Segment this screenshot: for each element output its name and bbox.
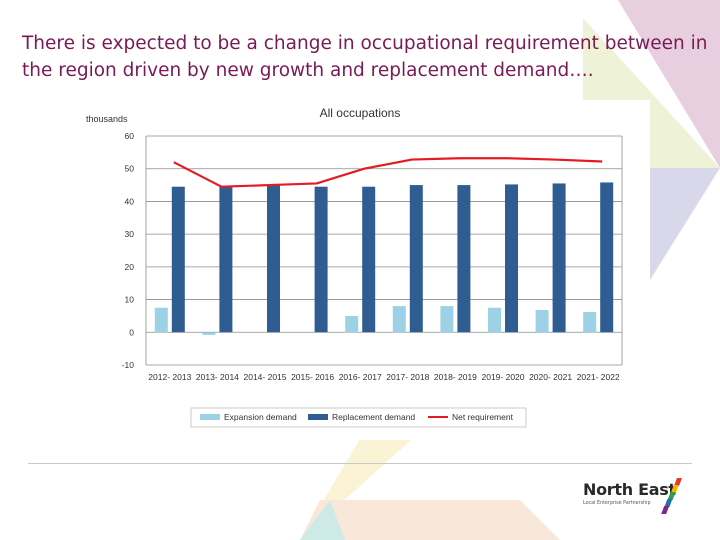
x-tick-label: 2020- 2021 <box>529 372 572 382</box>
expansion-demand-bar <box>154 307 168 333</box>
net-requirement-polyline <box>173 157 603 188</box>
replacement-demand-bar <box>505 184 518 333</box>
expansion-demand-bar <box>392 306 406 333</box>
replacement-demand-bar <box>171 186 185 333</box>
bg-peach-shape <box>300 500 560 540</box>
north-east-lep-logo: North East Local Enterprise Partnership <box>583 478 683 516</box>
expansion-demand-bar <box>345 315 359 333</box>
legend-swatch <box>200 414 220 420</box>
replacement-demand-bar <box>314 186 328 333</box>
legend-label: Replacement demand <box>332 412 415 422</box>
y-axis-label: thousands <box>86 114 128 124</box>
expansion-demand-bar <box>583 312 597 333</box>
legend: Expansion demand Replacement demand Net re… <box>190 407 527 428</box>
logo-stripe <box>670 485 679 493</box>
y-tick-label: 20 <box>125 262 135 272</box>
y-tick-label: 60 <box>125 131 135 141</box>
footer-divider <box>28 463 692 464</box>
legend-swatch <box>308 414 328 420</box>
replacement-demand-bar <box>219 186 233 333</box>
y-tick-label: 30 <box>125 229 135 239</box>
bg-pink-triangle <box>618 0 720 168</box>
x-tick-label: 2018- 2019 <box>434 372 477 382</box>
replacement-demand-bar <box>362 186 376 333</box>
x-tick-label: 2016- 2017 <box>339 372 382 382</box>
x-tick-label: 2019- 2020 <box>481 372 524 382</box>
replacement-demand-bar <box>552 183 566 333</box>
y-tick-label: -10 <box>122 360 135 370</box>
legend-label: Expansion demand <box>224 412 297 422</box>
expansion-demand-bar <box>535 310 549 333</box>
logo-stripe <box>674 478 682 486</box>
expansion-demand-bar <box>488 307 501 333</box>
x-tick-label: 2021- 2022 <box>577 372 620 382</box>
bg-teal-triangle <box>300 500 345 540</box>
chart-title: All occupations <box>320 106 401 120</box>
y-tick-label: 50 <box>125 164 135 174</box>
legend-label: Net requirement <box>452 412 514 422</box>
replacement-demand-bar <box>600 182 614 333</box>
logo-stripe <box>667 492 676 500</box>
x-tick-label: 2015- 2016 <box>291 372 334 382</box>
x-tick-label: 2013- 2014 <box>196 372 239 382</box>
occupations-chart: All occupations thousands -10 0 10 20 30 40 50… <box>80 100 650 440</box>
replacement-demand-bar <box>457 185 471 333</box>
y-tick-label: 10 <box>125 295 135 305</box>
replacement-demand-bar <box>409 185 423 333</box>
x-tick-label: 2014- 2015 <box>243 372 286 382</box>
slide-title: There is expected to be a change in occu… <box>22 33 708 81</box>
logo-tagline: Local Enterprise Partnership <box>583 501 651 506</box>
x-tick-label: 2017- 2018 <box>386 372 429 382</box>
bars <box>154 182 614 335</box>
logo-stripe <box>661 506 670 514</box>
y-tick-label: 40 <box>125 196 135 206</box>
replacement-demand-bar <box>267 185 280 333</box>
logo-stripes-icon <box>661 478 682 514</box>
logo-stripe <box>664 499 673 507</box>
bg-lavender-triangle <box>650 168 720 280</box>
expansion-demand-bar <box>202 332 216 335</box>
x-tick-label: 2012- 2013 <box>148 372 191 382</box>
net-requirement-line <box>173 157 603 188</box>
expansion-demand-bar <box>440 306 454 333</box>
legend-box <box>190 407 527 428</box>
tick-labels: -10 0 10 20 30 40 50 60 2012- 2013 2013- 2014 2014… <box>122 131 620 382</box>
logo-name: North East <box>583 480 676 499</box>
y-tick-label: 0 <box>129 327 134 337</box>
